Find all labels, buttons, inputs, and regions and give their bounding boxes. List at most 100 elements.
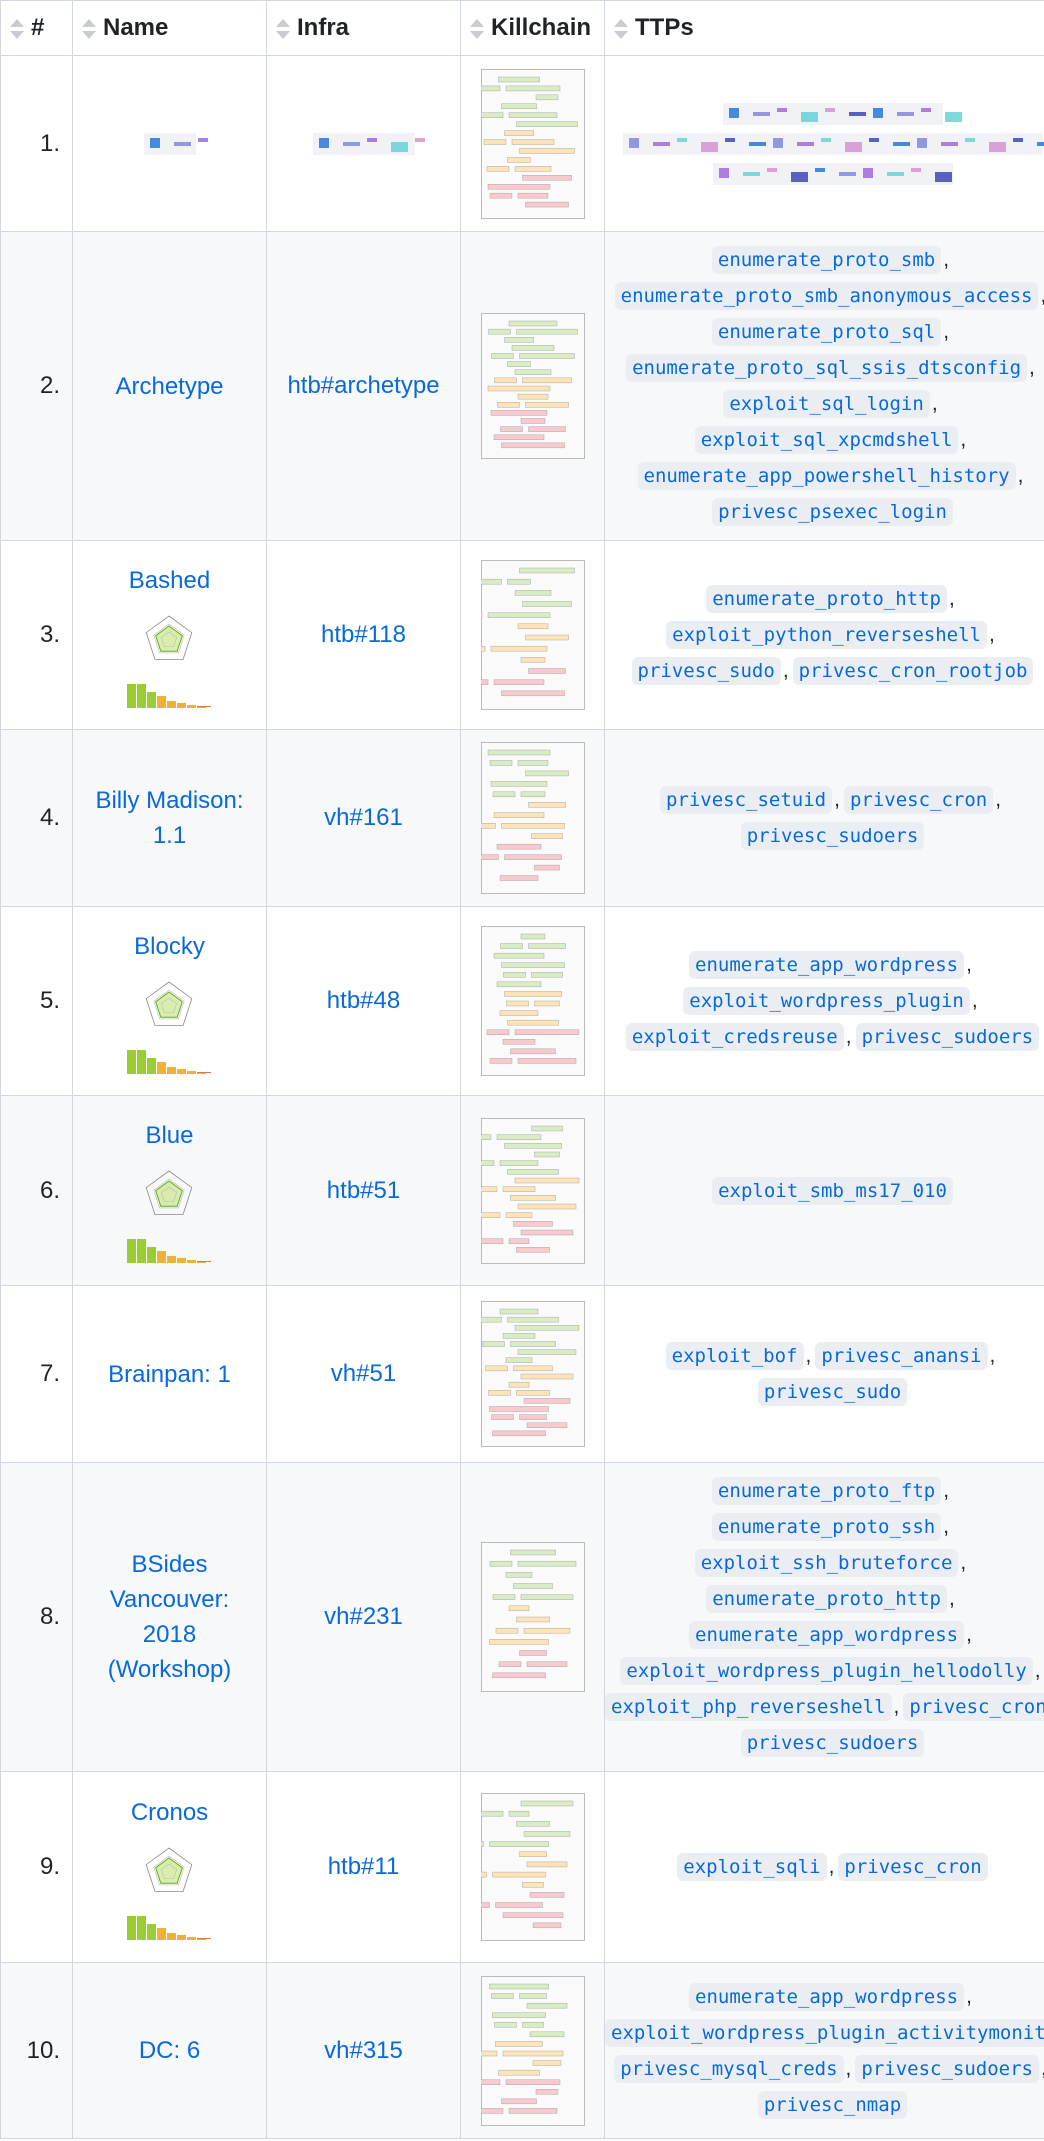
ttp-tag[interactable]: enumerate_app_wordpress — [689, 951, 965, 979]
sort-arrows-icon[interactable] — [81, 18, 97, 40]
ttp-line: privesc_setuid, privesc_cron, — [606, 782, 1044, 818]
ttp-tag[interactable]: enumerate_proto_ftp — [711, 1477, 942, 1505]
ttp-tag[interactable]: enumerate_proto_sql — [711, 318, 942, 346]
ttp-separator: , — [971, 989, 978, 1012]
infra-link[interactable]: vh#161 — [324, 804, 403, 831]
killchain-cell[interactable] — [460, 1962, 605, 2139]
row-number: 4. — [0, 729, 73, 907]
killchain-cell[interactable] — [460, 729, 605, 907]
killchain-cell[interactable] — [460, 540, 605, 730]
table-row: 1. — [0, 55, 1044, 232]
column-header-ttps[interactable]: TTPs — [604, 0, 1044, 56]
machine-name-link[interactable]: Archetype — [115, 372, 224, 400]
ttp-tag[interactable]: exploit_sql_xpcmdshell — [694, 426, 959, 454]
ttp-tag[interactable]: privesc_sudo — [757, 1378, 908, 1406]
ttp-tag[interactable]: privesc_sudoers — [855, 2054, 1039, 2083]
column-header-label: TTPs — [635, 14, 694, 41]
ttp-tag[interactable]: exploit_sqli — [677, 1853, 827, 1881]
ttp-tag[interactable]: exploit_python_reverseshell — [666, 621, 987, 649]
machine-name-link[interactable]: Brainpan: 1 — [108, 1360, 231, 1388]
ttp-line: exploit_wordpress_plugin_hellodolly, — [606, 1653, 1044, 1689]
ttp-tag[interactable]: enumerate_proto_smb — [711, 246, 942, 274]
machine-name-link[interactable]: DC: 6 — [138, 2037, 201, 2064]
killchain-cell[interactable] — [460, 906, 605, 1096]
ttp-tag[interactable]: privesc_cron — [843, 786, 994, 814]
column-header-name[interactable]: Name — [72, 0, 267, 56]
ttp-tag[interactable]: exploit_smb_ms17_010 — [712, 1176, 953, 1205]
ttp-tag[interactable]: privesc_cron_rootjob — [792, 657, 1034, 685]
ttp-tag[interactable]: exploit_wordpress_plugin_activitymonitor — [605, 2018, 1044, 2047]
ttp-tag[interactable]: privesc_mysql_creds — [614, 2054, 844, 2083]
ttp-tag[interactable]: enumerate_app_wordpress — [689, 1621, 965, 1649]
ttp-tag[interactable]: exploit_ssh_bruteforce — [694, 1549, 959, 1577]
ttp-tag[interactable]: privesc_cron — [903, 1693, 1044, 1721]
infra-cell: htb#48 — [266, 906, 461, 1096]
column-header-label: Killchain — [491, 14, 592, 41]
ttp-tag[interactable]: privesc_setuid — [659, 786, 833, 814]
killchain-graph-image — [480, 1975, 585, 2126]
ttp-tag[interactable]: privesc_sudoers — [855, 1023, 1040, 1051]
column-header-killchain[interactable]: Killchain — [460, 0, 605, 56]
machine-name-link[interactable]: Billy Madison: 1.1 — [95, 787, 244, 849]
ttp-tag[interactable]: enumerate_app_powershell_history — [637, 462, 1016, 490]
killchain-cell[interactable] — [460, 231, 605, 541]
infra-link[interactable]: htb#48 — [326, 987, 401, 1014]
ttp-tag[interactable]: exploit_wordpress_plugin_hellodolly — [620, 1657, 1033, 1685]
ttp-tag[interactable]: enumerate_proto_http — [706, 585, 947, 613]
ttp-line: exploit_wordpress_plugin_activitymonitor… — [605, 2015, 1044, 2051]
ttp-tag[interactable]: exploit_bof — [665, 1342, 804, 1370]
machine-name-link[interactable]: Blocky — [134, 932, 205, 960]
killchain-cell[interactable] — [460, 55, 605, 232]
infra-link[interactable]: htb#archetype — [287, 372, 440, 399]
killchain-cell[interactable] — [460, 1095, 605, 1286]
infra-link[interactable]: vh#51 — [330, 1360, 397, 1387]
infra-link[interactable]: htb#118 — [321, 621, 406, 648]
machine-name-link[interactable]: Bashed — [128, 566, 211, 594]
ttp-tag[interactable]: exploit_sql_login — [723, 390, 930, 418]
ttp-separator: , — [845, 1025, 852, 1048]
ttp-tag[interactable]: privesc_cron — [838, 1853, 988, 1881]
machine-name-link[interactable]: Blue — [145, 1122, 194, 1149]
killchain-graph-image — [480, 1542, 585, 1692]
column-header-infra[interactable]: Infra — [266, 0, 461, 56]
ttp-tag[interactable]: privesc_sudoers — [740, 1729, 925, 1757]
radar-chart-icon — [145, 1170, 192, 1215]
difficulty-histogram-icon — [126, 683, 211, 708]
ttp-line: exploit_sql_login, — [606, 386, 1044, 422]
infra-link[interactable]: vh#315 — [324, 2036, 403, 2064]
ttp-tag[interactable]: enumerate_proto_http — [706, 1585, 947, 1613]
sort-arrows-icon[interactable] — [275, 18, 291, 40]
ttp-tag[interactable]: enumerate_app_wordpress — [689, 1982, 965, 2011]
ttp-line: exploit_bof, privesc_anansi, — [606, 1338, 1044, 1374]
ttp-tag[interactable]: exploit_php_reverseshell — [605, 1693, 892, 1721]
sort-arrows-icon[interactable] — [469, 18, 485, 40]
ttp-tag[interactable]: enumerate_proto_ssh — [711, 1513, 942, 1541]
ttp-separator: , — [1041, 2057, 1044, 2080]
infra-link[interactable]: htb#11 — [327, 1853, 400, 1880]
killchain-cell[interactable] — [460, 1771, 605, 1963]
ttps-cell: privesc_setuid, privesc_cron, privesc_sudo… — [604, 729, 1044, 907]
ttp-tag[interactable]: exploit_credsreuse — [625, 1023, 844, 1051]
ttp-tag[interactable]: privesc_anansi — [815, 1342, 988, 1370]
killchain-cell[interactable] — [460, 1285, 605, 1463]
sort-arrows-icon[interactable] — [613, 18, 629, 40]
ttp-separator: , — [893, 1695, 900, 1718]
column-header-number[interactable]: # — [0, 0, 73, 56]
killchain-graph-image — [480, 742, 585, 894]
infra-link[interactable]: vh#231 — [324, 1603, 403, 1630]
killchain-cell[interactable] — [460, 1462, 605, 1772]
ttp-tag[interactable]: privesc_psexec_login — [712, 498, 953, 526]
infra-cell — [266, 55, 461, 232]
infra-cell: vh#161 — [266, 729, 461, 907]
infra-link[interactable]: htb#51 — [326, 1176, 401, 1204]
machine-name-link[interactable]: BSides Vancouver: 2018 (Workshop) — [107, 1551, 232, 1683]
machine-name-link[interactable]: Cronos — [130, 1798, 209, 1826]
ttp-tag[interactable]: privesc_nmap — [757, 2090, 908, 2119]
ttp-tag[interactable]: enumerate_proto_sql_ssis_dtsconfig — [626, 354, 1028, 382]
ttp-tag[interactable]: privesc_sudoers — [740, 822, 925, 850]
sort-arrows-icon[interactable] — [9, 18, 25, 40]
ttp-tag[interactable]: privesc_sudo — [631, 657, 781, 685]
ttp-tag[interactable]: exploit_wordpress_plugin — [683, 987, 970, 1015]
ttp-tag[interactable]: enumerate_proto_smb_anonymous_access — [614, 282, 1039, 310]
ttp-separator: , — [1017, 464, 1024, 487]
